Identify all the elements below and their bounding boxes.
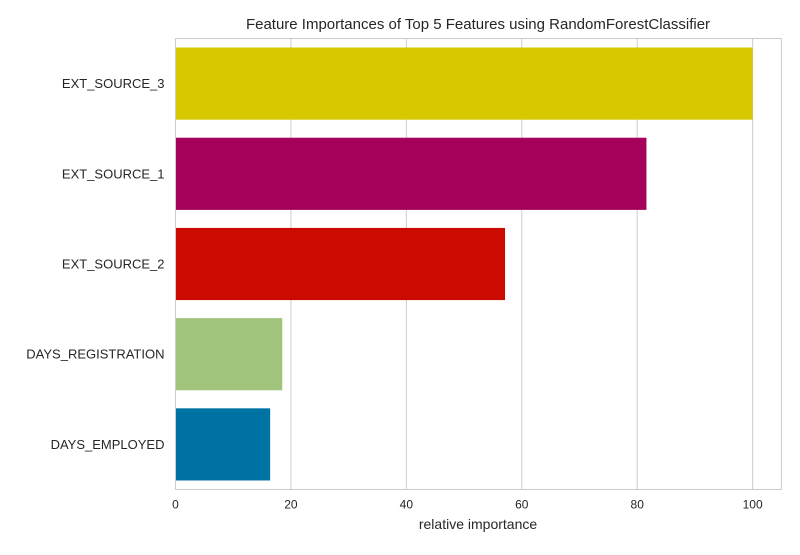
category-label: EXT_SOURCE_3: [62, 76, 165, 91]
x-axis-label: relative importance: [419, 516, 537, 532]
chart-title: Feature Importances of Top 5 Features us…: [246, 16, 710, 33]
category-label: DAYS_EMPLOYED: [51, 437, 165, 452]
plot-frame: [175, 38, 782, 490]
bars: [175, 47, 753, 481]
bar-ext-source-3: [175, 47, 753, 120]
category-label: DAYS_REGISTRATION: [26, 347, 164, 362]
x-tick-labels: 0 20 40 60 80 100: [172, 498, 763, 512]
bar-ext-source-1: [175, 137, 647, 210]
category-label: EXT_SOURCE_2: [62, 257, 165, 272]
x-tick-label: 80: [631, 498, 645, 512]
x-tick-label: 40: [400, 498, 414, 512]
category-labels: EXT_SOURCE_3 EXT_SOURCE_1 EXT_SOURCE_2 DAYS…: [26, 76, 164, 452]
bar-days-registration: [175, 318, 283, 391]
category-label: EXT_SOURCE_1: [62, 166, 165, 181]
bar-ext-source-2: [175, 227, 506, 301]
x-tick-label: 60: [515, 498, 529, 512]
bar-days-employed: [175, 408, 271, 481]
x-tick-label: 100: [743, 498, 763, 512]
x-tick-label: 0: [172, 498, 179, 512]
x-tick-label: 20: [284, 498, 298, 512]
